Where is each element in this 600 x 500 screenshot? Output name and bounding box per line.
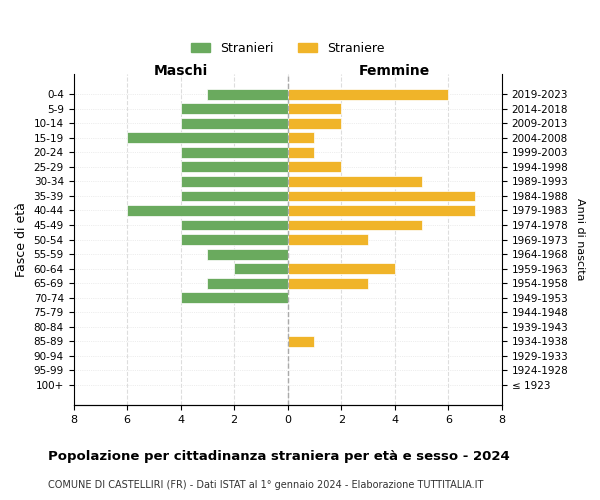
Bar	[208, 89, 287, 100]
Bar	[287, 176, 422, 187]
Bar	[181, 162, 287, 172]
Bar	[127, 205, 287, 216]
Text: COMUNE DI CASTELLIRI (FR) - Dati ISTAT al 1° gennaio 2024 - Elaborazione TUTTITA: COMUNE DI CASTELLIRI (FR) - Dati ISTAT a…	[48, 480, 484, 490]
Bar	[181, 118, 287, 129]
Bar	[208, 248, 287, 260]
Bar	[287, 336, 314, 346]
Bar	[181, 147, 287, 158]
Bar	[234, 263, 287, 274]
Bar	[287, 205, 475, 216]
Text: Maschi: Maschi	[154, 64, 208, 78]
Bar	[287, 234, 368, 245]
Bar	[181, 190, 287, 202]
Bar	[287, 162, 341, 172]
Legend: Stranieri, Straniere: Stranieri, Straniere	[186, 37, 389, 60]
Text: Femmine: Femmine	[359, 64, 430, 78]
Text: Popolazione per cittadinanza straniera per età e sesso - 2024: Popolazione per cittadinanza straniera p…	[48, 450, 510, 463]
Bar	[287, 263, 395, 274]
Bar	[287, 278, 368, 288]
Bar	[287, 190, 475, 202]
Bar	[287, 104, 341, 115]
Bar	[287, 147, 314, 158]
Bar	[208, 278, 287, 288]
Bar	[287, 89, 448, 100]
Bar	[287, 132, 314, 143]
Y-axis label: Anni di nascita: Anni di nascita	[575, 198, 585, 281]
Bar	[287, 220, 422, 230]
Bar	[181, 234, 287, 245]
Bar	[181, 176, 287, 187]
Y-axis label: Fasce di età: Fasce di età	[15, 202, 28, 277]
Bar	[181, 292, 287, 303]
Bar	[127, 132, 287, 143]
Bar	[181, 104, 287, 115]
Bar	[287, 118, 341, 129]
Bar	[181, 220, 287, 230]
